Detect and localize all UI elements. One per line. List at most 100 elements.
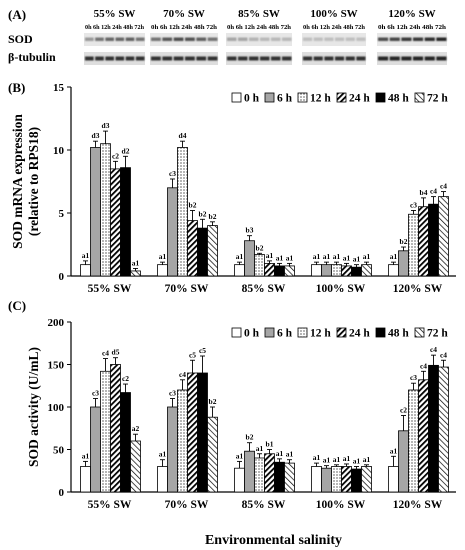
significance-label: a1 [82, 451, 90, 460]
bar [284, 462, 295, 493]
western-blot-panel: (A) SOD β-tubulin 55% SW 0h 6h 12h 24h 48… [8, 7, 447, 65]
significance-label: a1 [343, 454, 351, 463]
legend-swatch [264, 92, 275, 103]
bar [321, 467, 332, 493]
y-tick-label: 15 [53, 82, 65, 94]
legend-swatch [375, 92, 386, 103]
tubulin-band [227, 56, 237, 61]
tubulin-band [436, 56, 447, 61]
y-tick-label: 0 [59, 271, 65, 283]
legend-swatch [336, 92, 347, 103]
significance-label: c3 [410, 200, 417, 209]
blot-lane-labels: 0h 6h 12h 24h 48h 72h [151, 24, 218, 31]
blot-lane-labels: 0h 6h 12h 24h 48h 72h [303, 24, 366, 31]
significance-label: c3 [410, 373, 417, 382]
bar [207, 416, 218, 493]
bar [321, 264, 332, 277]
bar [80, 264, 91, 277]
bar [361, 466, 372, 493]
sod-band [324, 37, 334, 41]
blot-group-title: 55% SW [94, 8, 136, 20]
x-category-label: 55% SW [88, 499, 132, 511]
tubulin-band [115, 56, 125, 61]
bar [177, 389, 188, 493]
legend-label: 6 h [277, 93, 293, 105]
tubulin-band [105, 56, 114, 61]
significance-label: d3 [102, 121, 110, 130]
tubulin-band [185, 56, 195, 61]
legend-label: 0 h [244, 93, 260, 105]
sod-band [313, 37, 323, 41]
panel-b-label: (B) [8, 80, 25, 95]
significance-label: a1 [313, 252, 321, 261]
significance-label: a1 [390, 446, 398, 455]
bar [351, 468, 362, 493]
y-tick-label: 10 [53, 145, 65, 157]
significance-label: a1 [353, 255, 361, 264]
sod-band [335, 37, 345, 41]
significance-label: a1 [266, 251, 274, 260]
sod-band [85, 37, 94, 41]
bar [207, 225, 218, 277]
tubulin-band [345, 56, 355, 61]
sod-band [260, 37, 270, 41]
x-category-label: 120% SW [393, 283, 443, 295]
significance-label: a1 [333, 455, 341, 464]
sod-band [196, 37, 207, 41]
legend-label: 72 h [427, 93, 448, 105]
sod-band [227, 37, 237, 41]
significance-label: a1 [286, 450, 294, 459]
sod-band [356, 37, 366, 41]
sod-band [207, 37, 218, 41]
sod-band [135, 37, 145, 41]
bar [234, 264, 245, 277]
x-category-label: 85% SW [242, 499, 286, 511]
tubulin-band [271, 56, 281, 61]
significance-label: c5 [199, 346, 206, 355]
x-category-label: 120% SW [393, 499, 443, 511]
significance-label: a1 [313, 453, 321, 462]
x-category-label: 100% SW [316, 499, 366, 511]
sod-band [105, 37, 114, 41]
significance-label: c4 [102, 349, 109, 358]
blot-group: 85% SW 0h 6h 12h 24h 48h 72h [226, 8, 292, 65]
significance-label: a1 [236, 451, 244, 460]
blot-strip-tubulin [150, 52, 218, 65]
y-tick-label: 200 [48, 317, 65, 329]
bar [351, 266, 362, 277]
sod-band [378, 37, 389, 41]
significance-label: d2 [122, 146, 130, 155]
bar [284, 265, 295, 277]
tubulin-band [207, 56, 218, 61]
sod-band [249, 37, 259, 41]
significance-label: a1 [276, 449, 284, 458]
sod-band [125, 37, 135, 41]
legend-label: 48 h [388, 328, 409, 340]
bar [100, 370, 111, 493]
bar [331, 264, 342, 277]
significance-label: c2 [112, 151, 119, 160]
legend-label: 72 h [427, 328, 448, 340]
legend-swatch [297, 92, 308, 103]
bar [398, 250, 409, 277]
significance-label: b2 [209, 212, 217, 221]
legend-swatch [231, 92, 242, 103]
blot-strip-sod [84, 33, 145, 46]
blot-strip-tubulin [377, 52, 447, 65]
tubulin-band [173, 56, 184, 61]
significance-label: c2 [400, 406, 407, 415]
legend-label: 12 h [310, 328, 331, 340]
sod-band [345, 37, 355, 41]
x-category-label: 55% SW [88, 283, 132, 295]
y-axis-label: SOD activity (U/mL) [26, 347, 41, 467]
sod-band [282, 37, 292, 41]
bar [187, 220, 198, 277]
bar [341, 265, 352, 277]
legend-swatch [414, 327, 425, 338]
tubulin-band [324, 56, 334, 61]
panel-c-label: (C) [8, 298, 26, 313]
significance-label: d5 [112, 348, 120, 357]
tubulin-band [356, 56, 366, 61]
bar [187, 372, 198, 493]
bar [264, 262, 275, 277]
